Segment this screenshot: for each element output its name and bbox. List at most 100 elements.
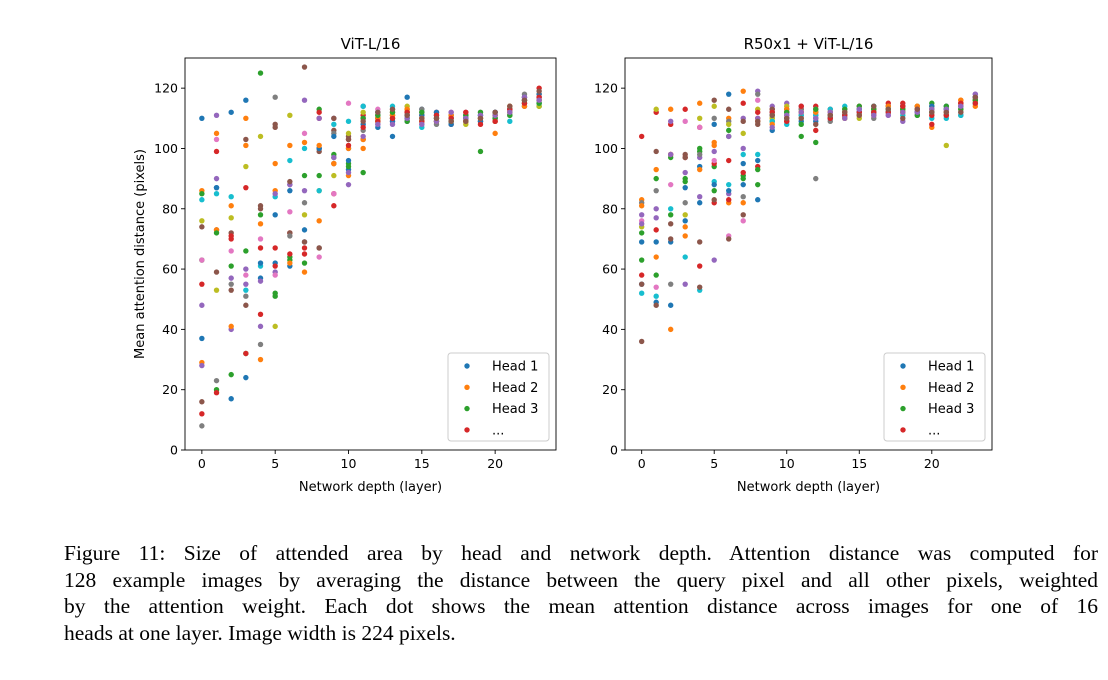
data-point	[213, 148, 220, 155]
legend-marker	[464, 405, 470, 412]
data-point	[740, 100, 746, 106]
data-point	[272, 124, 278, 131]
data-point	[228, 287, 234, 293]
data-point	[316, 245, 322, 251]
caption-line: heads at one layer. Image width is 224 p…	[64, 620, 456, 645]
data-point	[360, 103, 366, 109]
data-point	[653, 206, 659, 212]
data-point	[667, 151, 674, 158]
data-point	[243, 350, 249, 357]
chart-title: R50x1 + ViT-L/16	[744, 35, 874, 53]
data-point	[726, 106, 732, 112]
data-point	[213, 287, 220, 293]
data-point	[726, 157, 732, 164]
data-point	[243, 302, 249, 308]
data-point	[243, 97, 249, 103]
legend-marker	[464, 384, 470, 390]
data-point	[697, 100, 703, 106]
data-point	[536, 97, 542, 103]
data-point	[257, 356, 264, 363]
data-point	[463, 109, 469, 115]
data-point	[243, 248, 249, 254]
data-point	[345, 130, 352, 137]
data-point	[726, 91, 732, 97]
data-point	[711, 97, 717, 103]
x-axis-label: Network depth (layer)	[737, 480, 880, 495]
data-point	[272, 272, 278, 278]
data-point	[871, 112, 877, 118]
data-point	[316, 109, 322, 115]
data-point	[272, 245, 278, 251]
data-point	[711, 197, 717, 203]
data-point	[316, 172, 322, 179]
data-point	[740, 218, 746, 224]
data-point	[697, 194, 703, 200]
data-point	[798, 115, 804, 122]
data-point	[711, 181, 717, 188]
data-point	[257, 70, 264, 76]
data-point	[711, 257, 717, 263]
figure-caption: Figure 11: Size of attended area by head…	[64, 540, 1098, 646]
data-point	[228, 203, 234, 209]
x-tick-label: 5	[710, 456, 718, 471]
data-point	[213, 190, 220, 197]
data-point	[331, 133, 337, 140]
data-point	[856, 106, 862, 112]
data-point	[740, 160, 746, 167]
data-point	[360, 109, 366, 115]
data-point	[653, 106, 659, 112]
data-point	[653, 215, 659, 221]
data-point	[419, 109, 425, 115]
data-point	[885, 112, 891, 118]
data-point	[316, 115, 322, 122]
data-point	[682, 254, 688, 260]
data-point	[331, 160, 337, 167]
x-axis-label: Network depth (layer)	[299, 480, 442, 495]
data-point	[199, 302, 205, 308]
data-point	[740, 175, 746, 182]
data-point	[726, 197, 732, 203]
data-point	[813, 115, 819, 122]
data-point	[740, 212, 746, 218]
data-point	[287, 251, 293, 257]
data-point	[755, 97, 761, 103]
data-point	[885, 106, 891, 112]
caption-line: by the attention weight. Each dot shows …	[64, 594, 1098, 618]
plot-frame	[624, 57, 993, 451]
data-point	[257, 203, 264, 209]
data-point	[345, 100, 352, 106]
y-tick-label: 80	[602, 201, 618, 216]
data-point	[740, 118, 746, 125]
data-point	[667, 181, 674, 188]
y-tick-label: 0	[170, 443, 178, 458]
data-point	[726, 236, 732, 242]
legend-label: Head 1	[492, 360, 538, 375]
data-point	[301, 200, 308, 206]
data-point	[813, 106, 819, 112]
data-point	[257, 212, 264, 218]
data-point	[301, 260, 308, 266]
data-point	[653, 254, 659, 260]
data-point	[199, 362, 205, 369]
data-point	[682, 184, 688, 191]
data-point	[272, 263, 278, 269]
legend-label: Head 3	[492, 402, 538, 417]
data-point	[697, 115, 703, 122]
data-point	[667, 326, 674, 333]
y-tick-label: 40	[162, 322, 178, 337]
data-point	[375, 121, 381, 128]
data-point	[740, 181, 746, 188]
chart-2: 0 5 10 15 20 0 20 40 60 80 100 120 R50x1 + ViT-L/16 N…	[594, 35, 993, 495]
data-point	[389, 115, 396, 122]
data-point	[477, 148, 484, 155]
chart-title: ViT-L/16	[341, 35, 401, 53]
data-point	[682, 118, 688, 125]
data-point	[638, 221, 645, 227]
data-point	[228, 396, 234, 402]
data-point	[638, 203, 645, 209]
data-point	[199, 218, 205, 224]
data-point	[667, 281, 674, 287]
data-point	[972, 94, 979, 100]
data-point	[257, 236, 264, 242]
data-point	[257, 341, 264, 348]
